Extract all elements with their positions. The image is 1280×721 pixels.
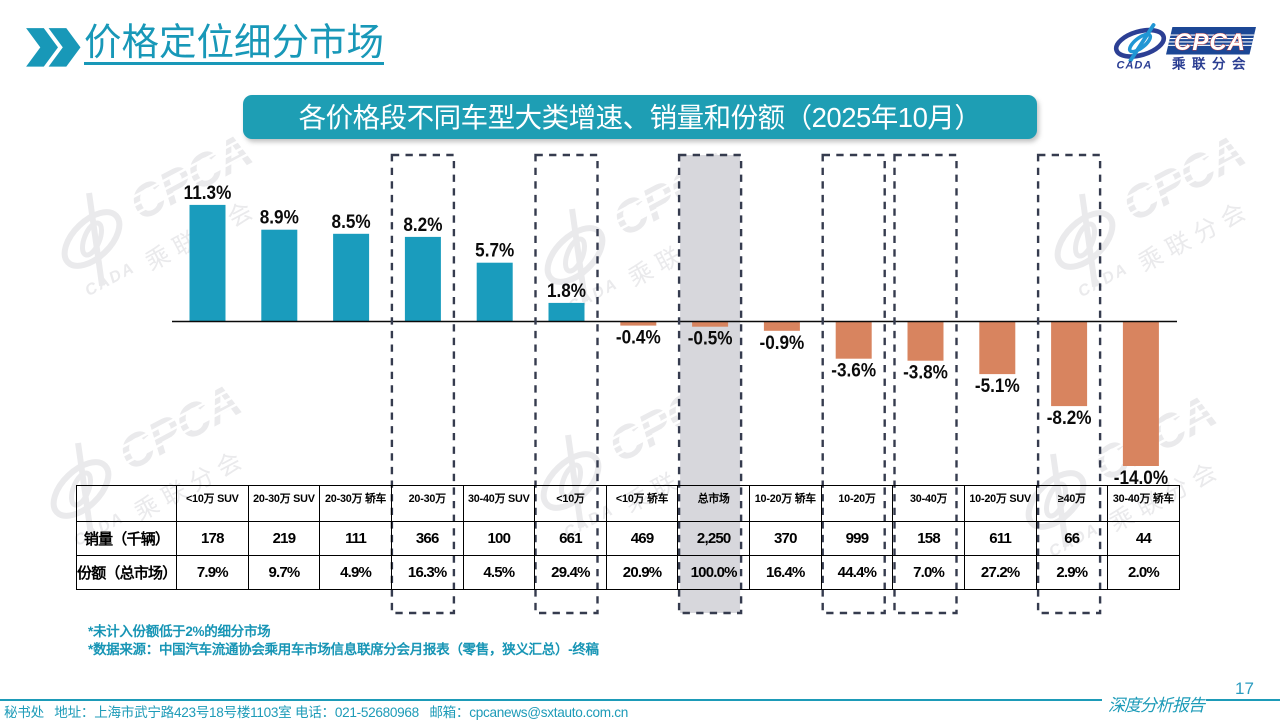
svg-text:8.5%: 8.5% — [332, 210, 371, 232]
svg-text:1.8%: 1.8% — [547, 279, 586, 301]
svg-text:-0.4%: -0.4% — [616, 326, 661, 348]
svg-text:8.9%: 8.9% — [260, 206, 299, 228]
svg-text:-14.0%: -14.0% — [1114, 466, 1168, 488]
svg-text:-3.6%: -3.6% — [831, 359, 876, 381]
svg-text:-5.1%: -5.1% — [975, 374, 1020, 396]
svg-text:CADA: CADA — [1117, 60, 1153, 72]
svg-text:5.7%: 5.7% — [475, 239, 514, 261]
svg-text:CPCA: CPCA — [1174, 29, 1246, 56]
svg-text:-0.5%: -0.5% — [688, 327, 733, 349]
svg-text:-8.2%: -8.2% — [1047, 406, 1092, 428]
svg-text:-0.9%: -0.9% — [759, 331, 804, 353]
svg-text:-3.8%: -3.8% — [903, 361, 948, 383]
svg-text:11.3%: 11.3% — [184, 181, 232, 203]
svg-text:8.2%: 8.2% — [403, 213, 442, 235]
svg-text:乘联分会: 乘联分会 — [1171, 56, 1252, 72]
